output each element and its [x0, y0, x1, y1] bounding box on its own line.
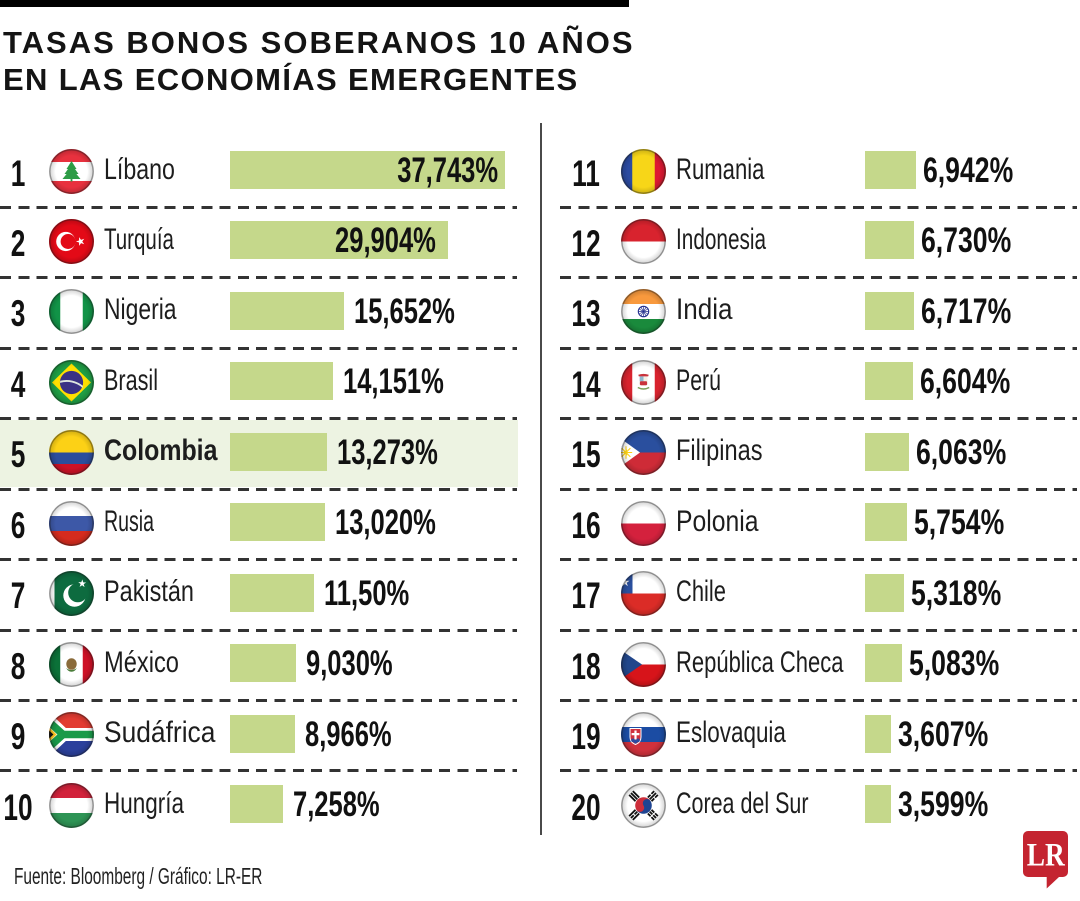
svg-text:LR: LR [1027, 836, 1066, 873]
